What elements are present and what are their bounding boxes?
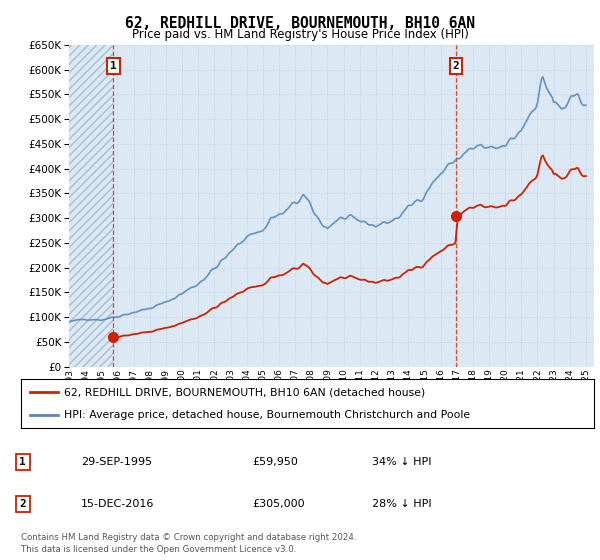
Text: £305,000: £305,000: [252, 499, 305, 509]
Text: 34% ↓ HPI: 34% ↓ HPI: [372, 457, 431, 467]
Text: 1: 1: [110, 60, 117, 71]
Text: 29-SEP-1995: 29-SEP-1995: [81, 457, 152, 467]
Text: 2: 2: [452, 60, 460, 71]
Text: Contains HM Land Registry data © Crown copyright and database right 2024.: Contains HM Land Registry data © Crown c…: [21, 533, 356, 542]
Text: This data is licensed under the Open Government Licence v3.0.: This data is licensed under the Open Gov…: [21, 545, 296, 554]
Text: 28% ↓ HPI: 28% ↓ HPI: [372, 499, 431, 509]
Text: Price paid vs. HM Land Registry's House Price Index (HPI): Price paid vs. HM Land Registry's House …: [131, 28, 469, 41]
Text: £59,950: £59,950: [252, 457, 298, 467]
Text: 62, REDHILL DRIVE, BOURNEMOUTH, BH10 6AN (detached house): 62, REDHILL DRIVE, BOURNEMOUTH, BH10 6AN…: [64, 388, 425, 398]
Text: 1: 1: [19, 457, 26, 467]
Text: HPI: Average price, detached house, Bournemouth Christchurch and Poole: HPI: Average price, detached house, Bour…: [64, 410, 470, 420]
Text: 2: 2: [19, 499, 26, 509]
Text: 15-DEC-2016: 15-DEC-2016: [81, 499, 154, 509]
Polygon shape: [69, 45, 113, 367]
Text: 62, REDHILL DRIVE, BOURNEMOUTH, BH10 6AN: 62, REDHILL DRIVE, BOURNEMOUTH, BH10 6AN: [125, 16, 475, 31]
